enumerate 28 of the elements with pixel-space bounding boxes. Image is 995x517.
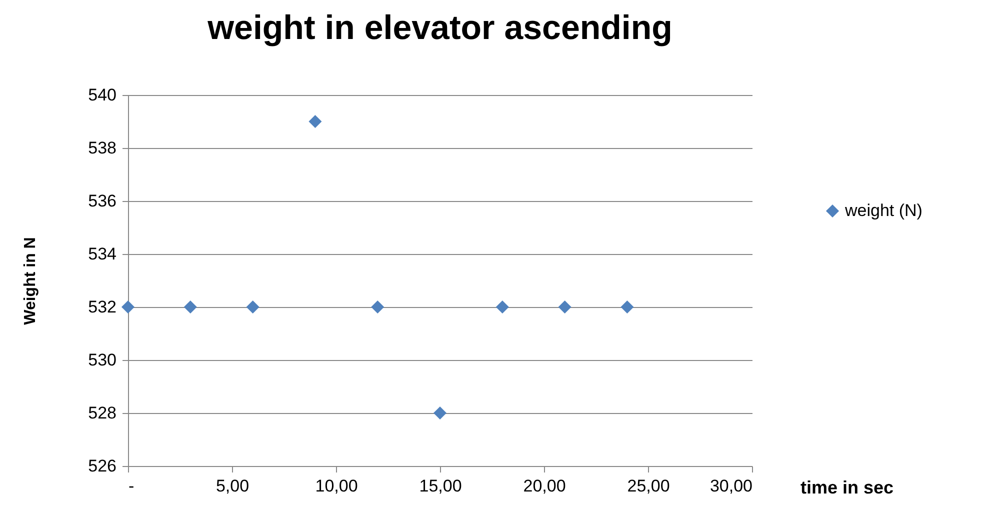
legend-label: weight (N): [844, 201, 922, 220]
x-tick-label: 25,00: [627, 476, 670, 496]
y-tick-label: 540: [88, 86, 116, 104]
y-tick-label: 532: [88, 298, 116, 316]
x-tick-label: 15,00: [419, 476, 462, 496]
x-tick-label: 10,00: [315, 476, 358, 496]
point: [308, 114, 322, 128]
chart-title: weight in elevator ascending: [206, 9, 672, 47]
y-tick-label: 538: [88, 138, 116, 158]
y-tick-label: 526: [88, 456, 116, 476]
point: [121, 300, 135, 314]
x-tick-label: 30,00: [710, 476, 752, 496]
point: [433, 406, 447, 420]
point: [246, 300, 260, 314]
x-tick-label: 20,00: [523, 476, 566, 496]
y-tick-label: 534: [88, 244, 116, 264]
x-tick-label: 5,00: [216, 476, 250, 496]
y-tick-label: 530: [88, 350, 116, 370]
point: [496, 300, 509, 314]
y-axis-title: Weight in N: [22, 237, 40, 325]
x-tick-label: -: [128, 476, 134, 496]
y-tick-label: 536: [88, 192, 116, 210]
point: [184, 300, 197, 314]
point: [371, 300, 384, 314]
x-axis-title: time in sec: [800, 478, 894, 498]
point: [558, 300, 572, 314]
y-tick-label: 528: [88, 404, 116, 422]
point: [620, 300, 634, 314]
